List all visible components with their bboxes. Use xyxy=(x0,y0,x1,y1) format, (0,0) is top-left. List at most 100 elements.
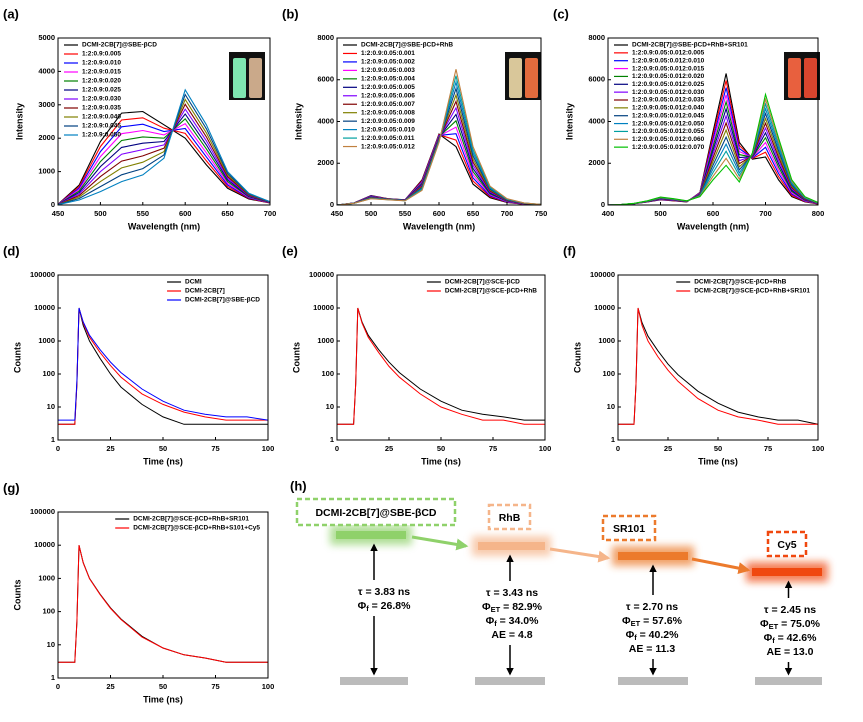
legend-label: 1:2:0.9:0.015 xyxy=(82,69,121,76)
chart-panel: 450 500 550 600 650 700 0 1000 2000 3000 4000 5000 W… xyxy=(3,6,276,231)
x-axis-title: Wavelength (nm) xyxy=(403,221,475,231)
legend-label: 1:2:0.9:0.05:0.012 xyxy=(361,143,415,150)
x-tick-label: 500 xyxy=(365,209,378,218)
x-tick-label: 600 xyxy=(707,209,720,218)
legend-label: 1:2:0.9:0.05:0.006 xyxy=(361,92,415,99)
node-label: SR101 xyxy=(613,523,645,535)
symbol: Φ xyxy=(626,629,635,641)
legend-label: 1:2:0.9:0.05:0.012:0.015 xyxy=(632,65,705,72)
legend-label: 1:2:0.9:0.010 xyxy=(82,60,121,67)
series-line xyxy=(57,123,271,205)
legend-label: 1:2:0.9:0.05:0.001 xyxy=(361,50,415,57)
x-tick-label: 0 xyxy=(56,444,60,453)
symbol: Φ xyxy=(622,615,631,627)
legend-label: 1:2:0.9:0.05:0.009 xyxy=(361,118,415,125)
y-tick-label: 10 xyxy=(47,640,55,649)
legend-label: DCMI-2CB[7]@SBE-βCD xyxy=(82,42,157,49)
series-line xyxy=(57,108,271,205)
y-tick-label: 6000 xyxy=(588,75,605,84)
level-bar xyxy=(618,552,688,560)
property-value: = 26.8% xyxy=(369,600,411,612)
ground-level xyxy=(755,677,822,685)
vial-photo xyxy=(505,52,541,100)
x-axis-title: Time (ns) xyxy=(143,694,183,704)
x-tick-label: 25 xyxy=(106,444,114,453)
y-tick-label: 100000 xyxy=(309,270,334,279)
y-tick-label: 1000 xyxy=(598,336,615,345)
x-tick-label: 50 xyxy=(714,444,722,453)
legend-label: DCMI-2CB[7]@SBE-βCD+RhB xyxy=(361,42,453,49)
series-line xyxy=(57,98,271,206)
chart-panel: 0 25 50 75 100 1 10 100 1000 10000 100000 Time (ns)… xyxy=(563,243,824,466)
y-tick-label: 0 xyxy=(601,200,605,209)
y-axis-title: Counts xyxy=(12,342,22,373)
series-line xyxy=(607,92,819,206)
series-line xyxy=(58,307,269,421)
x-tick-label: 75 xyxy=(211,444,219,453)
legend-label: 1:2:0.9:0.05:0.002 xyxy=(361,59,415,66)
legend-label: 1:2:0.9:0.05:0.005 xyxy=(361,84,415,91)
chart-panel: 400 500 600 700 80002000400060008000Waveleng… xyxy=(553,6,824,231)
x-tick-label: 450 xyxy=(52,209,65,218)
panel-label: (e) xyxy=(282,243,298,258)
subscript: ET xyxy=(631,619,641,628)
level-bar xyxy=(478,542,545,550)
x-tick-label: 0 xyxy=(56,682,60,691)
y-tick-label: 100000 xyxy=(30,270,55,279)
subscript: f xyxy=(494,619,497,628)
y-tick-label: 100 xyxy=(42,369,55,378)
property-value: = 75.0% xyxy=(778,618,820,630)
legend-label: 1:2:0.9:0.05:0.012:0.010 xyxy=(632,57,705,64)
legend-label: 1:2:0.9:0.025 xyxy=(82,87,121,94)
x-tick-label: 25 xyxy=(385,444,393,453)
x-tick-label: 50 xyxy=(159,682,167,691)
series-line xyxy=(57,122,271,205)
x-tick-label: 50 xyxy=(159,444,167,453)
legend-label: DCMI-2CB[7]@SCE-βCD+RhB xyxy=(694,279,786,286)
x-tick-label: 100 xyxy=(539,444,552,453)
vial-photo xyxy=(229,52,265,100)
legend-label: 1:2:0.9:0.040 xyxy=(82,114,121,121)
level-bar xyxy=(336,531,406,539)
legend: DCMI-2CB[7]@SCE-βCD+RhB+SR101 DCMI-2CB[7]… xyxy=(115,516,260,532)
plot-frame xyxy=(617,274,819,441)
x-tick-label: 0 xyxy=(335,444,339,453)
symbol: Φ xyxy=(358,600,367,612)
series-line xyxy=(57,117,271,205)
x-axis-title: Time (ns) xyxy=(143,456,183,466)
x-tick-label: 75 xyxy=(489,444,497,453)
y-tick-label: 100000 xyxy=(590,270,615,279)
y-tick-label: 0 xyxy=(51,200,55,209)
x-axis-title: Time (ns) xyxy=(698,456,738,466)
x-tick-label: 700 xyxy=(501,209,514,218)
property-value: τ = 3.43 ns xyxy=(486,587,538,599)
x-tick-label: 25 xyxy=(106,682,114,691)
panel-label: (d) xyxy=(3,243,20,258)
label-box xyxy=(766,530,808,558)
property-value: = 34.0% xyxy=(497,615,539,627)
series-line xyxy=(336,69,542,206)
legend-label: 1:2:0.9:0.05:0.011 xyxy=(361,135,415,142)
x-tick-label: 650 xyxy=(221,209,234,218)
x-tick-label: 100 xyxy=(262,682,275,691)
y-tick-label: 10000 xyxy=(34,303,55,312)
x-tick-label: 700 xyxy=(759,209,772,218)
legend-label: 1:2:0.9:0.05:0.012:0.070 xyxy=(632,144,705,151)
y-axis-title: Counts xyxy=(12,580,22,611)
x-tick-label: 50 xyxy=(437,444,445,453)
y-tick-label: 1000 xyxy=(38,167,55,176)
legend-label: 1:2:0.9:0.05:0.003 xyxy=(361,67,415,74)
series-line xyxy=(58,307,268,425)
legend-label: 1:2:0.9:0.05:0.012:0.035 xyxy=(632,97,705,104)
y-tick-label: 6000 xyxy=(317,75,334,84)
y-axis-title: Intensity xyxy=(564,103,574,140)
y-axis-title: Intensity xyxy=(14,103,24,140)
y-tick-label: 1 xyxy=(330,435,334,444)
legend-label: DCMI-2CB[7]@SCE-βCD+RhB xyxy=(445,288,537,295)
x-tick-label: 100 xyxy=(812,444,825,453)
energy-level: DCMI-2CB[7]@SBE-βCD τ = 3.83 ns Φf = 26.8% xyxy=(295,497,457,685)
symbol: Φ xyxy=(486,615,495,627)
subscript: f xyxy=(634,633,637,642)
x-tick-label: 500 xyxy=(94,209,107,218)
x-tick-label: 550 xyxy=(137,209,150,218)
